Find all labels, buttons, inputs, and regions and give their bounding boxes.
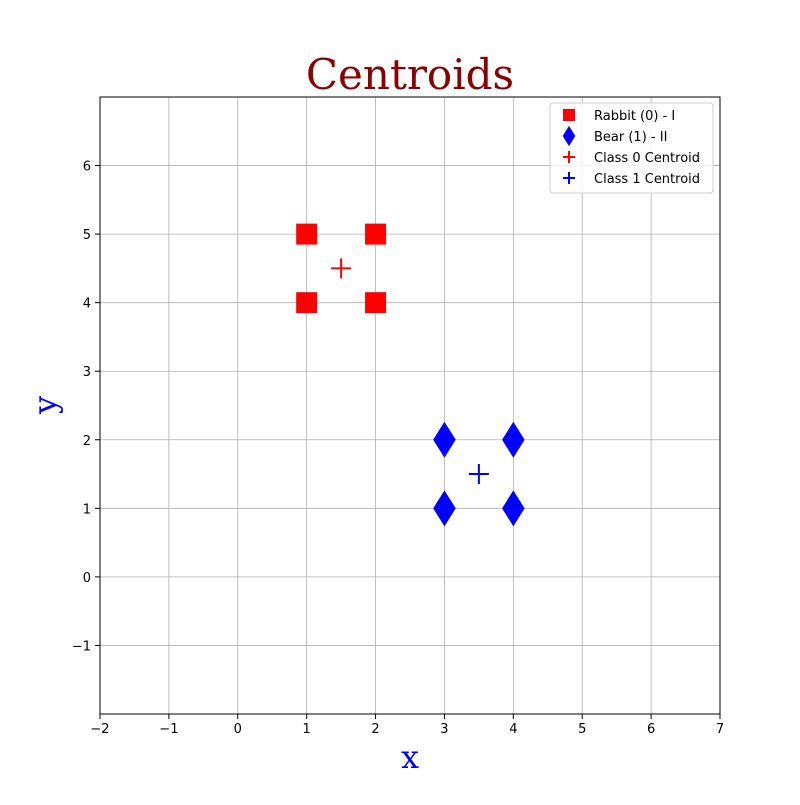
x-tick-label: 2: [371, 722, 379, 737]
y-tick-label: −1: [72, 639, 91, 654]
y-axis-label: y: [26, 396, 64, 415]
diamond-marker: [502, 490, 525, 527]
legend: Rabbit (0) - I Bear (1) - II Class 0 Centr…: [549, 102, 714, 194]
legend-label: Class 0 Centroid: [594, 151, 700, 166]
data-points: [296, 223, 525, 527]
diamond-marker: [502, 421, 525, 458]
diamond-marker: [433, 490, 456, 527]
square-marker: [365, 223, 387, 245]
x-tick-label: −2: [90, 722, 109, 737]
x-tick-label: 0: [234, 722, 242, 737]
x-tick-label: 5: [578, 722, 586, 737]
x-tick-label: −1: [159, 722, 178, 737]
axes: −2 −1 0 1 2 3 4 5 6 7 −1 0 1 2 3 4 5 6: [72, 160, 724, 737]
y-tick-label: 2: [83, 434, 91, 449]
y-tick-label: 1: [83, 502, 91, 517]
legend-centroid-plus-marker: [563, 151, 575, 163]
legend-box: [549, 102, 714, 194]
square-marker: [365, 292, 387, 314]
x-tick-label: 6: [647, 722, 655, 737]
x-tick-label: 1: [303, 722, 311, 737]
legend-label: Class 1 Centroid: [594, 172, 700, 187]
legend-centroid-plus-marker: [563, 172, 575, 184]
x-tick-label: 3: [440, 722, 448, 737]
y-tick-label: 3: [83, 365, 91, 380]
square-marker: [296, 223, 318, 245]
y-tick-label: 5: [83, 228, 91, 243]
x-axis-label: x: [401, 738, 419, 776]
legend-label: Bear (1) - II: [594, 130, 667, 145]
x-tick-label: 4: [509, 722, 517, 737]
legend-diamond-marker: [562, 125, 576, 147]
centroid-plus-marker: [331, 258, 352, 279]
diamond-marker: [433, 421, 456, 458]
x-tick-label: 7: [716, 722, 724, 737]
y-tick-label: 6: [83, 160, 91, 175]
legend-square-marker: [563, 109, 575, 121]
y-tick-label: 4: [83, 297, 91, 312]
grid-lines: [100, 97, 720, 714]
legend-label: Rabbit (0) - I: [594, 109, 675, 124]
centroid-plus-marker: [468, 464, 489, 485]
square-marker: [296, 292, 318, 314]
plot-frame: [99, 96, 721, 715]
chart-title: Centroids: [306, 50, 514, 99]
y-tick-label: 0: [83, 571, 91, 586]
